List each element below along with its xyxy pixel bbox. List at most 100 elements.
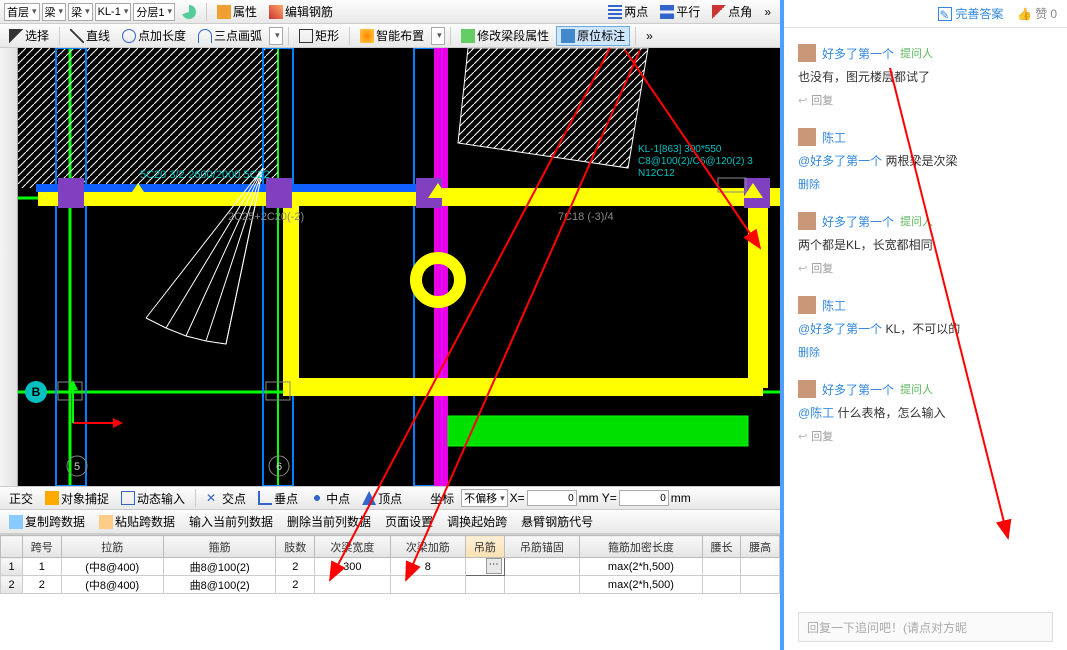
cad-canvas[interactable]: B 5 6 5C20 3/2-2600/2000 5C22 2C25+2C20(… xyxy=(18,48,780,486)
mention[interactable]: @好多了第一个 xyxy=(798,322,882,336)
username[interactable]: 陈工 xyxy=(822,297,846,314)
cell-gjjm[interactable]: max(2*h,500) xyxy=(580,558,703,576)
cell-yc[interactable] xyxy=(702,558,741,576)
mention[interactable]: @陈工 xyxy=(798,406,834,420)
in-place-label-button[interactable]: 原位标注 xyxy=(556,26,630,46)
delete-action[interactable]: 删除 xyxy=(798,176,1053,192)
avatar[interactable] xyxy=(798,212,816,230)
cell-gujin[interactable]: 曲8@100(2) xyxy=(163,576,276,594)
mention[interactable]: @好多了第一个 xyxy=(798,154,882,168)
reply-action[interactable]: ↩回复 xyxy=(798,428,1053,444)
cell-ciliangjj[interactable]: 8 xyxy=(390,558,466,576)
offset-select[interactable]: 不偏移 xyxy=(461,489,508,507)
reply-action[interactable]: ↩回复 xyxy=(798,92,1053,108)
username[interactable]: 陈工 xyxy=(822,129,846,146)
perp-snap[interactable]: 垂点 xyxy=(253,488,303,508)
del-col-button[interactable]: 删除当前列数据 xyxy=(282,512,376,532)
cell-span[interactable]: 2 xyxy=(23,576,62,594)
intersect-snap[interactable]: ✕交点 xyxy=(201,488,251,508)
floor-select[interactable]: 首层 xyxy=(4,3,40,21)
cell-ciliangjj[interactable] xyxy=(390,576,466,594)
username[interactable]: 好多了第一个 xyxy=(822,381,894,398)
cantilever-button[interactable]: 悬臂钢筋代号 xyxy=(516,512,598,532)
x-input[interactable] xyxy=(527,490,577,506)
avatar[interactable] xyxy=(798,128,816,146)
cell-ciliangkd[interactable] xyxy=(315,576,391,594)
refresh-button[interactable] xyxy=(177,2,201,22)
coord-snap[interactable]: 坐标 xyxy=(409,488,459,508)
cell-diaojinmg[interactable] xyxy=(504,576,580,594)
cell-yg[interactable] xyxy=(741,576,780,594)
col-zhishu[interactable]: 肢数 xyxy=(276,536,315,558)
ortho-toggle[interactable]: 正交 xyxy=(4,488,38,508)
toolbar-overflow[interactable]: » xyxy=(759,2,776,22)
col-diaojin[interactable]: 吊筋 xyxy=(466,536,505,558)
reply-action[interactable]: ↩回复 xyxy=(798,260,1053,276)
member-select[interactable]: KL-1 xyxy=(95,3,132,21)
cell-diaojin[interactable] xyxy=(466,576,505,594)
mid-snap[interactable]: 中点 xyxy=(305,488,355,508)
col-yaogao[interactable]: 腰高 xyxy=(741,536,780,558)
row-header[interactable]: 1 xyxy=(1,558,23,576)
cell-diaojin[interactable] xyxy=(466,558,505,576)
subcategory-select[interactable]: 梁 xyxy=(68,3,93,21)
y-input[interactable] xyxy=(619,490,669,506)
cell-lajin[interactable]: (中8@400) xyxy=(61,576,163,594)
cell-gujin[interactable]: 曲8@100(2) xyxy=(163,558,276,576)
rect-button[interactable]: 矩形 xyxy=(294,26,344,46)
avatar[interactable] xyxy=(798,44,816,62)
col-span[interactable]: 跨号 xyxy=(23,536,62,558)
dyn-toggle[interactable]: 动态输入 xyxy=(116,488,190,508)
select-button[interactable]: 选择 xyxy=(4,26,54,46)
level-select[interactable]: 分层1 xyxy=(133,3,175,21)
cell-diaojinmg[interactable] xyxy=(504,558,580,576)
cell-gjjm[interactable]: max(2*h,500) xyxy=(580,576,703,594)
adjust-start-span-button[interactable]: 调换起始跨 xyxy=(442,512,512,532)
cell-zhi[interactable]: 2 xyxy=(276,576,315,594)
vertex-snap[interactable]: 顶点 xyxy=(357,488,407,508)
col-yaochang[interactable]: 腰长 xyxy=(702,536,741,558)
table-row[interactable]: 22(中8@400)曲8@100(2)2max(2*h,500) xyxy=(1,576,780,594)
row-header[interactable]: 2 xyxy=(1,576,23,594)
col-gujin[interactable]: 箍筋 xyxy=(163,536,276,558)
input-col-button[interactable]: 输入当前列数据 xyxy=(184,512,278,532)
attributes-button[interactable]: 属性 xyxy=(212,2,262,22)
col-ciliang-width[interactable]: 次梁宽度 xyxy=(315,536,391,558)
point-length-button[interactable]: 点加长度 xyxy=(117,26,191,46)
like-button[interactable]: 👍赞0 xyxy=(1017,5,1057,22)
col-diaojin-anchor[interactable]: 吊筋锚固 xyxy=(504,536,580,558)
three-point-arc-button[interactable]: 三点画弧 xyxy=(193,26,267,46)
parallel-button[interactable]: 平行 xyxy=(655,2,705,22)
avatar[interactable] xyxy=(798,380,816,398)
delete-action[interactable]: 删除 xyxy=(798,344,1053,360)
cell-yc[interactable] xyxy=(702,576,741,594)
arc-dropdown[interactable] xyxy=(269,27,283,45)
copy-span-button[interactable]: 复制跨数据 xyxy=(4,512,90,532)
two-point-button[interactable]: 两点 xyxy=(603,2,653,22)
page-setup-button[interactable]: 页面设置 xyxy=(380,512,438,532)
line-button[interactable]: 直线 xyxy=(65,26,115,46)
smart-dropdown[interactable] xyxy=(431,27,445,45)
toolbar2-overflow[interactable]: » xyxy=(641,26,658,46)
point-angle-button[interactable]: 点角 xyxy=(707,2,757,22)
col-ciliang-jiajin[interactable]: 次梁加筋 xyxy=(390,536,466,558)
cell-span[interactable]: 1 xyxy=(23,558,62,576)
username[interactable]: 好多了第一个 xyxy=(822,45,894,62)
col-lajin[interactable]: 拉筋 xyxy=(61,536,163,558)
cell-zhi[interactable]: 2 xyxy=(276,558,315,576)
username[interactable]: 好多了第一个 xyxy=(822,213,894,230)
cell-lajin[interactable]: (中8@400) xyxy=(61,558,163,576)
cell-yg[interactable] xyxy=(741,558,780,576)
paste-span-button[interactable]: 粘贴跨数据 xyxy=(94,512,180,532)
rebar-data-grid[interactable]: 跨号 拉筋 箍筋 肢数 次梁宽度 次梁加筋 吊筋 吊筋锚固 箍筋加密长度 腰长 … xyxy=(0,534,780,650)
cell-ciliangkd[interactable]: 300 xyxy=(315,558,391,576)
col-gujin-jiami[interactable]: 箍筋加密长度 xyxy=(580,536,703,558)
smart-place-button[interactable]: 智能布置 xyxy=(355,26,429,46)
reply-input[interactable]: 回复一下追问吧！(请点对方昵 xyxy=(798,612,1053,642)
perfect-answer-button[interactable]: ✎完善答案 xyxy=(938,5,1003,22)
category-select[interactable]: 梁 xyxy=(42,3,67,21)
table-row[interactable]: 11(中8@400)曲8@100(2)23008max(2*h,500) xyxy=(1,558,780,576)
avatar[interactable] xyxy=(798,296,816,314)
modify-span-attr-button[interactable]: 修改梁段属性 xyxy=(456,26,554,46)
edit-rebar-button[interactable]: 编辑钢筋 xyxy=(264,2,338,22)
